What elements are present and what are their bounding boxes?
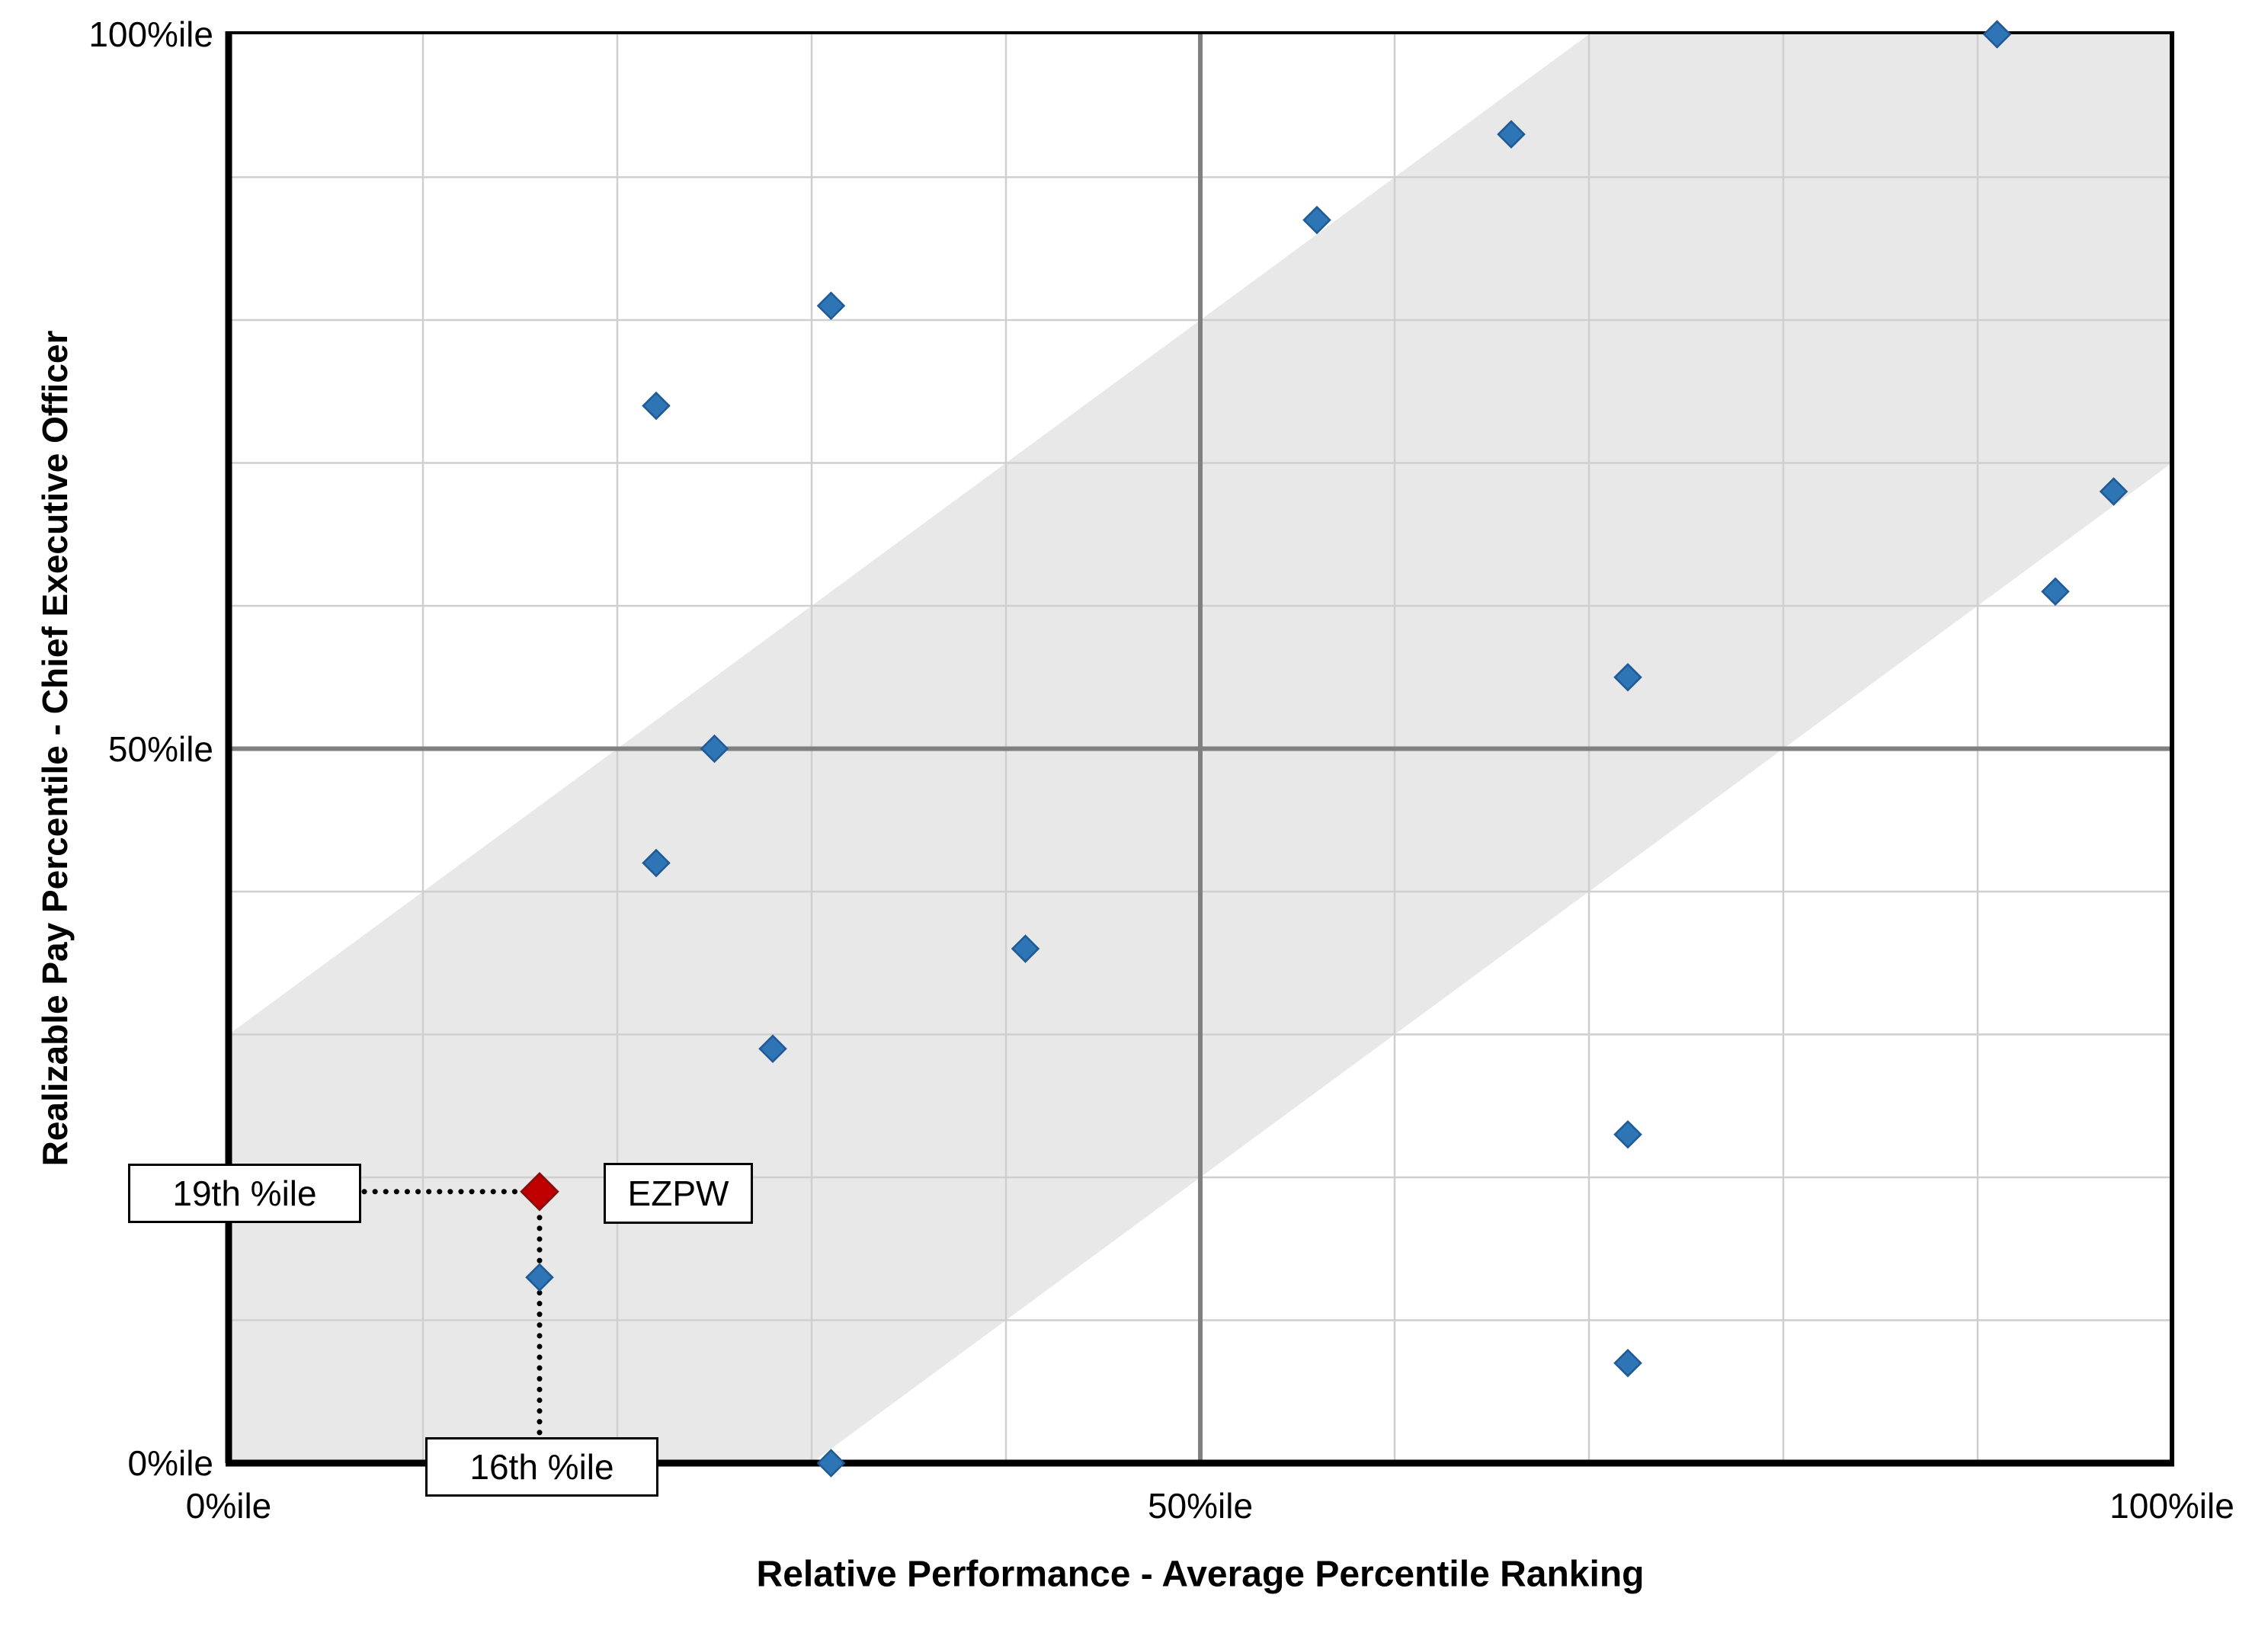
- y-percentile-callout-text: 19th %ile: [172, 1173, 317, 1213]
- y-axis-tick-label: 0%ile: [127, 1443, 213, 1483]
- x-percentile-callout-box: 16th %ile: [425, 1437, 658, 1497]
- y-axis-tick-label: 100%ile: [88, 14, 213, 54]
- peer-data-point: [1613, 1119, 1642, 1149]
- x-axis-tick-label: 100%ile: [2109, 1486, 2234, 1526]
- peer-data-point: [1302, 205, 1331, 235]
- peer-data-point: [816, 291, 846, 321]
- peer-data-point: [816, 1449, 846, 1478]
- peer-data-point: [1613, 662, 1642, 692]
- y-axis-tick-label: 50%ile: [107, 729, 213, 769]
- peer-data-point: [2041, 577, 2070, 607]
- peer-data-point: [1613, 1348, 1642, 1378]
- peer-data-point: [1011, 934, 1040, 963]
- company-data-point: [520, 1171, 559, 1212]
- peer-data-point: [1497, 120, 1526, 149]
- peer-data-point: [700, 734, 729, 764]
- company-label-box: EZPW: [604, 1162, 753, 1224]
- company-label-text: EZPW: [627, 1173, 729, 1213]
- peer-data-point: [758, 1034, 787, 1064]
- peer-data-point: [642, 391, 671, 421]
- peer-data-point: [2099, 477, 2129, 506]
- x-percentile-callout-text: 16th %ile: [469, 1447, 614, 1487]
- y-percentile-callout-box: 19th %ile: [128, 1163, 361, 1223]
- x-axis-tick-label: 50%ile: [1147, 1486, 1254, 1526]
- x-axis-title: Relative Performance - Average Percentil…: [756, 1554, 1645, 1595]
- peer-data-point: [525, 1263, 554, 1292]
- x-axis-tick-label: 0%ile: [185, 1486, 272, 1526]
- peer-data-point: [642, 848, 671, 878]
- peer-data-point: [1982, 20, 2012, 49]
